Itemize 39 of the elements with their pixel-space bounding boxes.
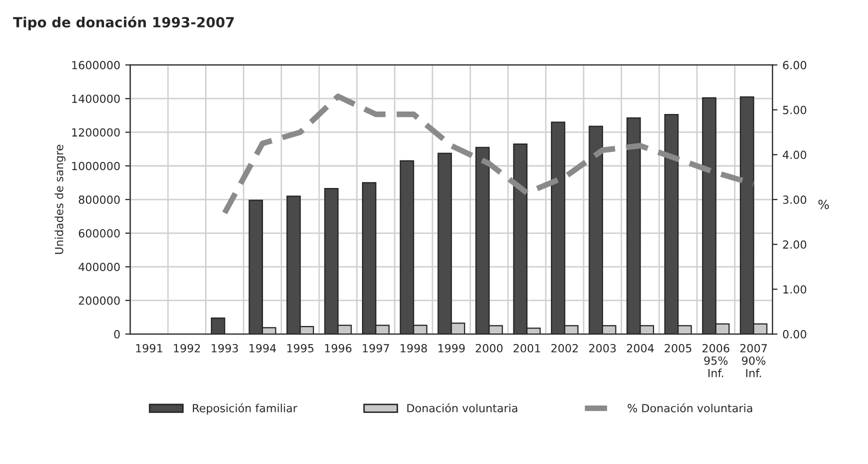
y2-tick-label: 5.00 bbox=[783, 106, 806, 114]
x-tick-label: 2004 bbox=[626, 344, 654, 352]
legend-label: Reposición familiar bbox=[192, 403, 298, 414]
y-tick-label: 800000 bbox=[78, 195, 120, 204]
y-axis-title: Unidades de sangre bbox=[54, 144, 66, 254]
y2-tick-label: 1.00 bbox=[783, 285, 806, 294]
x-tick-label: 1998 bbox=[400, 344, 427, 352]
y2-tick-label: 6.00 bbox=[783, 60, 806, 70]
x-tick-label: 1996 bbox=[325, 344, 352, 352]
y-tick-label: 1000000 bbox=[72, 162, 120, 170]
x-tick-label: 1994 bbox=[250, 344, 276, 352]
x-tick-label: 2002 bbox=[551, 344, 578, 352]
y-tick-label: 400000 bbox=[78, 262, 120, 272]
y-tick-label: 1600000 bbox=[72, 60, 120, 70]
y2-tick-label: 3.00 bbox=[783, 195, 806, 204]
x-tick-label: 2000 bbox=[476, 344, 503, 352]
y-tick-label: 1200000 bbox=[72, 128, 120, 137]
legend-label: % Donación voluntaria bbox=[628, 403, 752, 412]
y-tick-label: 1400000 bbox=[72, 94, 120, 103]
x-tick-label: 1991 bbox=[136, 344, 162, 352]
legend-label: Donación voluntaria bbox=[407, 403, 518, 412]
x-tick-label: 2001 bbox=[514, 344, 540, 352]
y2-tick-label: 0.00 bbox=[782, 330, 806, 338]
chart-title: Tipo de donación 1993-2007 bbox=[13, 16, 234, 30]
y2-tick-label: 4.00 bbox=[782, 150, 806, 160]
x-tick-label: 2003 bbox=[589, 344, 616, 352]
y-tick-label: 600000 bbox=[78, 229, 120, 238]
y2-axis-title: % bbox=[818, 200, 829, 210]
x-tick-label: 2005 bbox=[664, 344, 692, 352]
x-tick-label: 1999 bbox=[438, 344, 465, 352]
x-tick-label: 2006 95% Inf. bbox=[702, 344, 730, 378]
x-tick-label: 1992 bbox=[174, 344, 200, 352]
x-tick-label: 1993 bbox=[212, 344, 238, 352]
y-tick-label: 0 bbox=[114, 330, 120, 338]
x-tick-label: 2007 90% Inf. bbox=[740, 344, 767, 378]
x-tick-label: 1995 bbox=[287, 344, 314, 352]
x-tick-label: 1997 bbox=[362, 344, 389, 352]
y-tick-label: 200000 bbox=[78, 296, 120, 305]
y2-tick-label: 2.00 bbox=[783, 240, 806, 249]
